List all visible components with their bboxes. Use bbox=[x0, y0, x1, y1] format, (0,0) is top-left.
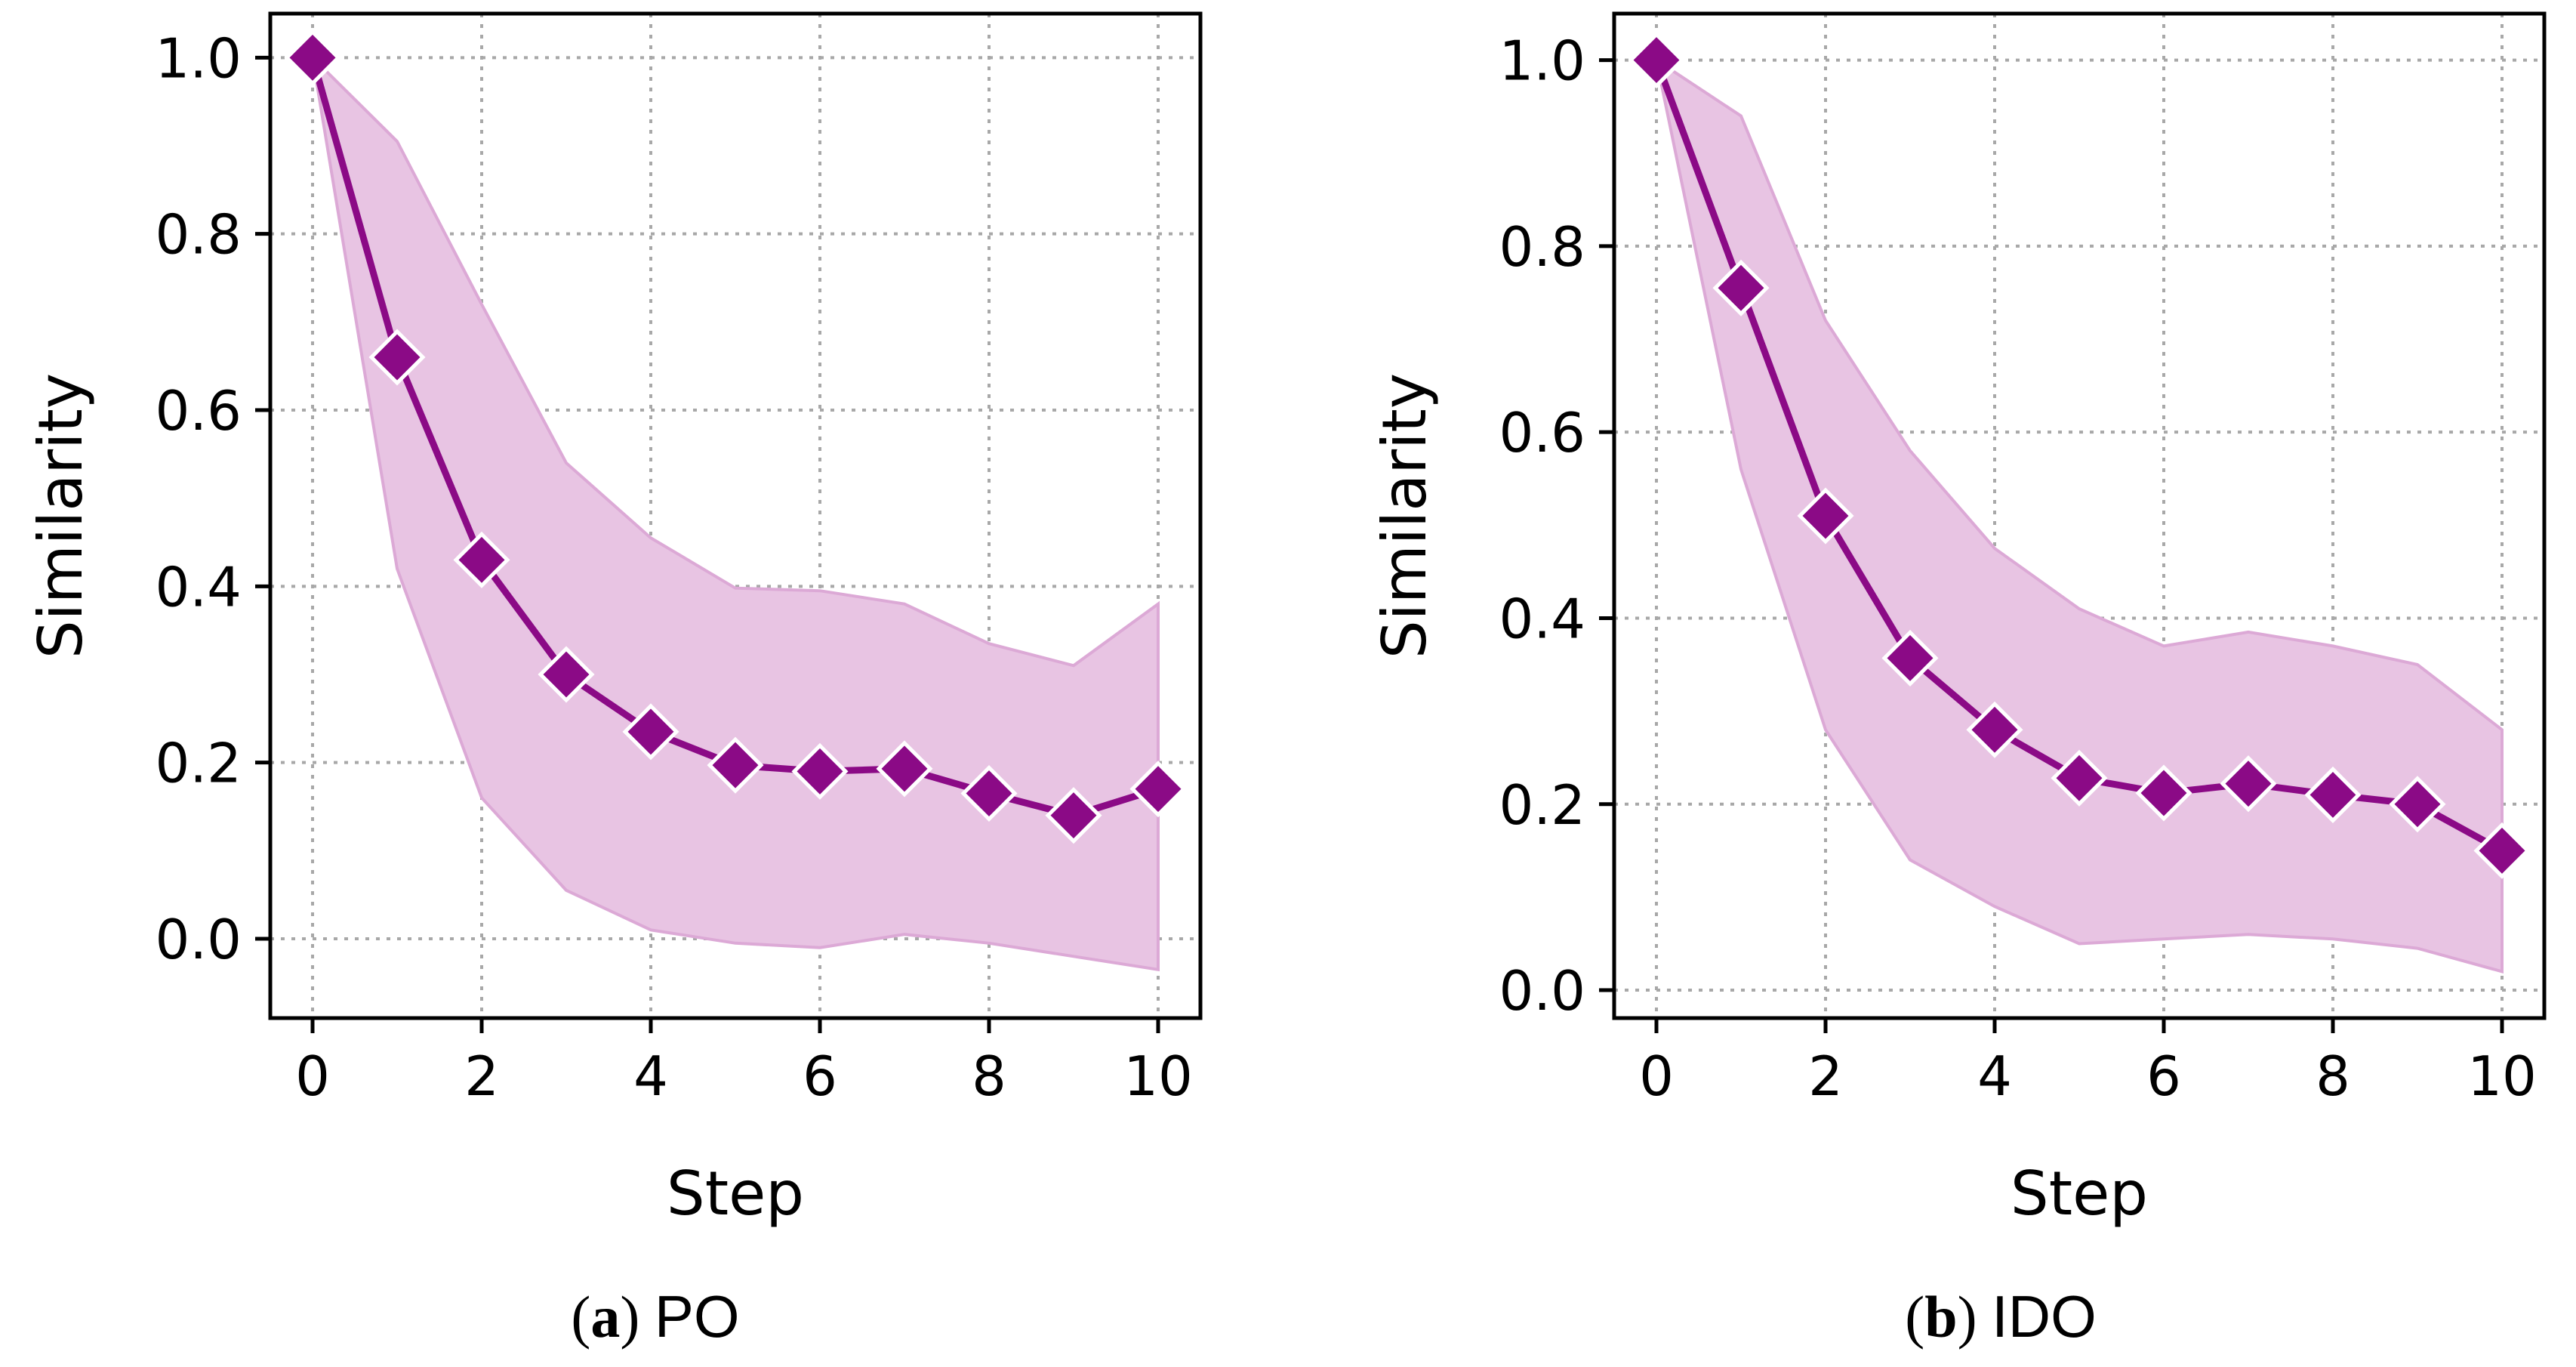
caption-text: PO bbox=[655, 1283, 740, 1350]
confidence-band bbox=[310, 53, 1160, 972]
x-tick-label: 2 bbox=[464, 1045, 499, 1108]
y-tick-label: 0.6 bbox=[1499, 401, 1585, 464]
data-point bbox=[2389, 776, 2446, 833]
x-tick-label: 8 bbox=[2316, 1045, 2350, 1108]
data-point bbox=[1712, 259, 1770, 316]
y-tick-label: 0.2 bbox=[155, 732, 242, 795]
caption-paren-close: ) bbox=[1958, 1284, 1992, 1350]
data-point bbox=[1045, 787, 1102, 844]
x-tick-label: 2 bbox=[1808, 1045, 1843, 1108]
data-point bbox=[622, 703, 679, 761]
y-tick-label: 0.6 bbox=[155, 379, 242, 443]
data-point bbox=[791, 742, 849, 800]
x-tick-label: 4 bbox=[1977, 1045, 2012, 1108]
x-axis-label: Step bbox=[667, 1159, 804, 1229]
y-axis-label: Similarity bbox=[1370, 373, 1440, 659]
y-tick-label: 0.4 bbox=[1499, 587, 1585, 650]
data-point bbox=[707, 736, 764, 794]
y-tick-label: 1.0 bbox=[155, 26, 242, 90]
data-point bbox=[538, 646, 595, 703]
plot-frame bbox=[1612, 11, 2547, 1020]
data-point bbox=[368, 329, 426, 386]
data-point bbox=[1129, 761, 1187, 818]
x-tick-label: 6 bbox=[803, 1045, 837, 1108]
y-tick-label: 1.0 bbox=[1499, 29, 1585, 93]
y-tick-label: 0.0 bbox=[155, 908, 242, 971]
data-point bbox=[2473, 822, 2531, 879]
x-tick-label: 4 bbox=[633, 1045, 668, 1108]
data-point bbox=[2304, 766, 2362, 823]
x-axis-label: Step bbox=[2011, 1159, 2148, 1229]
data-point bbox=[1881, 629, 1939, 687]
y-tick-label: 0.0 bbox=[1499, 959, 1585, 1023]
caption-paren-open: ( bbox=[1905, 1284, 1924, 1350]
y-tick-label: 0.4 bbox=[155, 555, 242, 619]
panel-caption: (a) PO bbox=[571, 1283, 739, 1350]
data-point bbox=[284, 29, 341, 86]
y-axis-label: Similarity bbox=[26, 373, 96, 659]
plot-frame bbox=[268, 11, 1203, 1020]
caption-paren-close: ) bbox=[620, 1284, 654, 1350]
confidence-band bbox=[1654, 57, 2504, 974]
data-point bbox=[453, 531, 510, 588]
data-point bbox=[1628, 32, 1685, 89]
caption-letter: b bbox=[1924, 1284, 1957, 1350]
x-tick-label: 0 bbox=[1639, 1045, 1674, 1108]
data-point bbox=[2220, 755, 2277, 813]
data-point bbox=[2135, 764, 2192, 822]
data-point bbox=[1797, 487, 1854, 545]
panel-caption: (b) IDO bbox=[1905, 1283, 2097, 1350]
data-point bbox=[2051, 749, 2108, 807]
caption-letter: a bbox=[590, 1284, 620, 1350]
data-point bbox=[876, 740, 933, 798]
x-tick-label: 10 bbox=[1123, 1045, 1193, 1108]
chart-panel-b: 0 2 4 6 8 10 0.0 0.2 0.4 0.6 0.8 1.0 Step Similarity (… bbox=[1370, 11, 2547, 1350]
y-tick-label: 0.8 bbox=[1499, 215, 1585, 279]
data-point bbox=[1966, 701, 2023, 758]
x-tick-label: 6 bbox=[2146, 1045, 2181, 1108]
caption-text: IDO bbox=[1992, 1283, 2097, 1350]
chart-panel-a: 0 2 4 6 8 10 0.0 0.2 0.4 0.6 0.8 1.0 Step Similarity (… bbox=[26, 11, 1203, 1350]
data-point bbox=[960, 764, 1018, 822]
x-tick-label: 8 bbox=[972, 1045, 1006, 1108]
caption-paren-open: ( bbox=[571, 1284, 590, 1350]
y-tick-label: 0.2 bbox=[1499, 773, 1585, 837]
y-tick-label: 0.8 bbox=[155, 203, 242, 267]
x-tick-label: 10 bbox=[2467, 1045, 2537, 1108]
x-tick-label: 0 bbox=[295, 1045, 330, 1108]
